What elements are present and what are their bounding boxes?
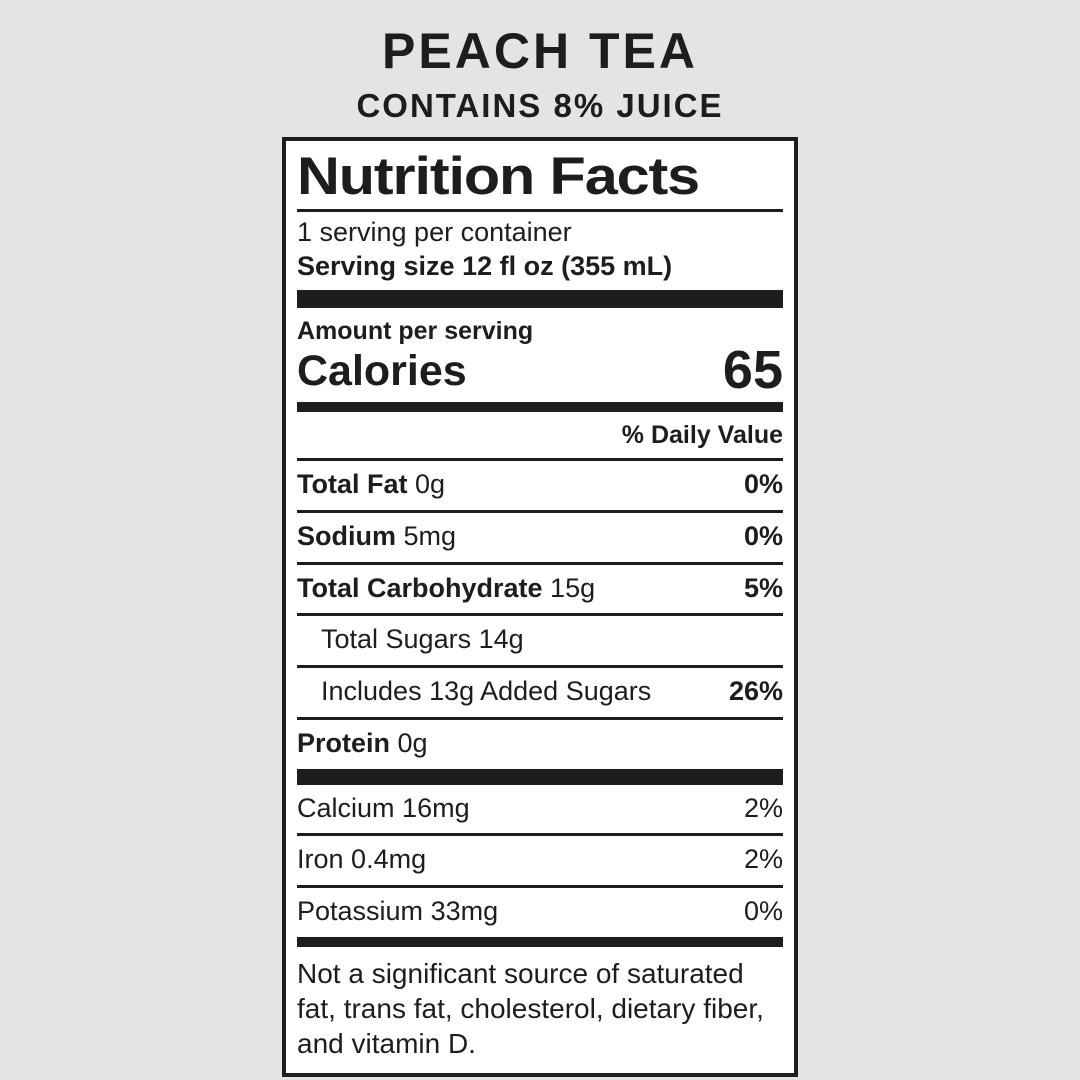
daily-value-percent: 26%	[728, 676, 783, 707]
nutrient-name-amount: Total Carbohydrate 15g	[297, 572, 596, 603]
serving-size: Serving size 12 fl oz (355 mL)	[297, 250, 673, 281]
row-added-sugars: Includes 13g Added Sugars 26%	[297, 665, 783, 717]
nutrient-name-amount: Calcium 16mg	[297, 792, 470, 823]
section-divider-bar	[297, 290, 783, 309]
nutrient-name-amount: Protein 0g	[297, 727, 428, 758]
nutrition-facts-title: Nutrition Facts	[297, 147, 700, 207]
daily-value-percent: 5%	[743, 572, 783, 603]
daily-value-percent: 0%	[743, 895, 783, 926]
calories-row: Calories 65	[297, 339, 783, 400]
juice-content-subtitle: CONTAINS 8% JUICE	[356, 87, 724, 124]
daily-value-percent: 0%	[743, 521, 783, 552]
section-divider-bar	[297, 402, 783, 413]
amount-per-serving-label: Amount per serving	[297, 317, 534, 346]
daily-value-percent: 2%	[743, 792, 783, 823]
nutrient-name-amount: Includes 13g Added Sugars	[321, 676, 652, 707]
nutrient-name-amount: Total Sugars 14g	[321, 624, 524, 655]
calories-value: 65	[722, 339, 783, 400]
nutrition-facts-label: Nutrition Facts 1 serving per container …	[282, 137, 798, 1077]
daily-value-percent: 2%	[743, 844, 783, 875]
calories-label: Calories	[297, 347, 467, 396]
nutrient-name-amount: Iron 0.4mg	[297, 844, 427, 875]
title-rule	[297, 208, 783, 212]
section-divider-bar	[297, 768, 783, 785]
row-total-fat: Total Fat 0g 0%	[297, 458, 783, 510]
row-protein: Protein 0g	[297, 716, 783, 769]
nutrient-rows: Total Fat 0g 0% Sodium 5mg 0% Total Carb…	[297, 458, 783, 768]
row-total-sugars: Total Sugars 14g	[297, 613, 783, 665]
nutrient-name-amount: Total Fat 0g	[297, 469, 446, 500]
product-title: PEACH TEA	[382, 23, 698, 79]
row-calcium: Calcium 16mg 2%	[297, 785, 783, 834]
footnote: Not a significant source of saturated fa…	[297, 957, 764, 1059]
nutrient-name-amount: Sodium 5mg	[297, 521, 457, 552]
nutrient-name-amount: Potassium 33mg	[297, 895, 499, 926]
servings-per-container: 1 serving per container	[297, 216, 572, 247]
daily-value-percent: 0%	[743, 469, 783, 500]
row-iron: Iron 0.4mg 2%	[297, 833, 783, 885]
section-divider-bar	[297, 936, 783, 947]
row-potassium: Potassium 33mg 0%	[297, 884, 783, 937]
row-sodium: Sodium 5mg 0%	[297, 510, 783, 562]
mineral-rows: Calcium 16mg 2% Iron 0.4mg 2% Potassium …	[297, 785, 783, 937]
daily-value-header: % Daily Value	[621, 421, 783, 450]
row-total-carbohydrate: Total Carbohydrate 15g 5%	[297, 561, 783, 614]
